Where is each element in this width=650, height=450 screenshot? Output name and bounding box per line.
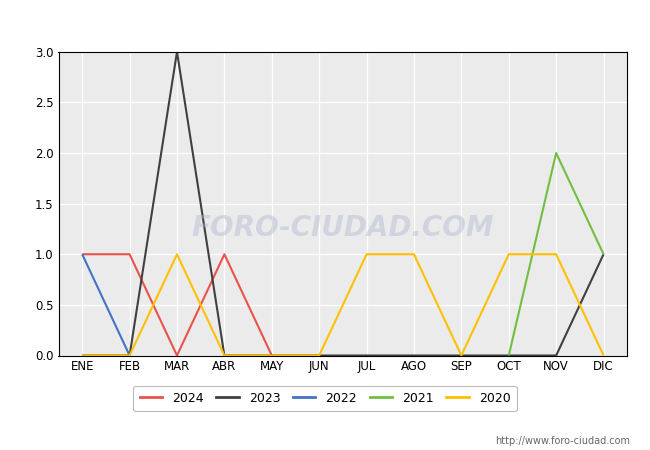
Legend: 2024, 2023, 2022, 2021, 2020: 2024, 2023, 2022, 2021, 2020	[133, 386, 517, 411]
Text: http://www.foro-ciudad.com: http://www.foro-ciudad.com	[495, 436, 630, 446]
Text: FORO-CIUDAD.COM: FORO-CIUDAD.COM	[192, 214, 494, 242]
Text: Matriculaciones de Vehiculos en Truchas: Matriculaciones de Vehiculos en Truchas	[157, 12, 493, 31]
